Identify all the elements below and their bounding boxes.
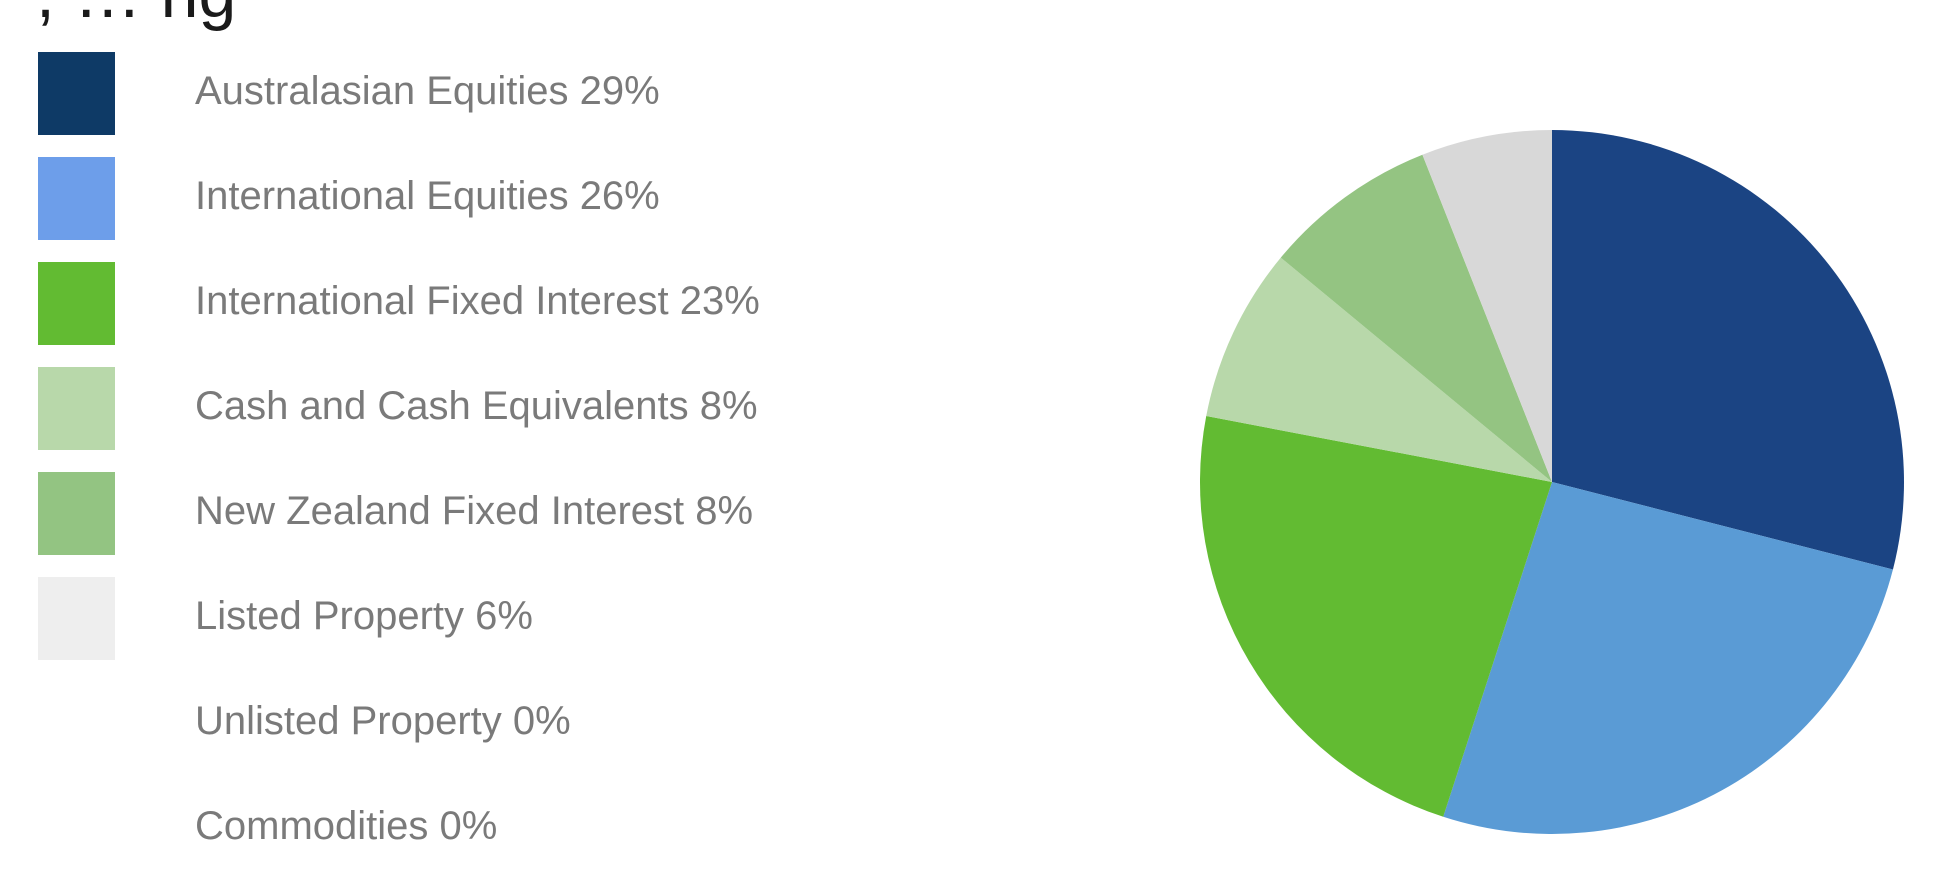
legend-swatch (38, 262, 115, 345)
pie-chart (1199, 130, 1904, 834)
legend-label: Listed Property 6% (195, 594, 533, 638)
pie-slice-australasian-equities (1552, 130, 1904, 570)
legend-swatch (38, 367, 115, 450)
legend-item-new-zealand-fixed-interest: New Zealand Fixed Interest 8% (38, 472, 1038, 577)
pie-slice-cash-and-cash-equivalents (1280, 154, 1552, 482)
legend-label: Unlisted Property 0% (195, 699, 571, 743)
legend-item-listed-property: Listed Property 6% (38, 577, 1038, 682)
legend-item-cash-and-cash-equivalents: Cash and Cash Equivalents 8% (38, 367, 1038, 472)
legend-item-australasian-equities: Australasian Equities 29% (38, 52, 1038, 157)
legend-label: Cash and Cash Equivalents 8% (195, 384, 758, 428)
legend-item-international-fixed-interest: International Fixed Interest 23% (38, 262, 1038, 367)
legend-label: Commodities 0% (195, 804, 498, 848)
pie-slice-listed-property (1422, 130, 1552, 482)
legend-swatch (38, 577, 115, 660)
legend-swatch (38, 157, 115, 240)
chart-heading-fragment: , … ng (36, 0, 236, 34)
legend-label: International Fixed Interest 23% (195, 279, 760, 323)
chart-legend: Australasian Equities 29% International … (38, 52, 1038, 892)
legend-label: Australasian Equities 29% (195, 69, 660, 113)
legend-item-unlisted-property: Unlisted Property 0% (38, 682, 1038, 787)
pie-slice-international-fixed-interest (1199, 416, 1552, 817)
pie-slice-new-zealand-fixed-interest (1206, 257, 1552, 482)
legend-item-international-equities: International Equities 26% (38, 157, 1038, 262)
legend-label: New Zealand Fixed Interest 8% (195, 489, 754, 533)
legend-item-commodities: Commodities 0% (38, 787, 1038, 892)
legend-swatch (38, 52, 115, 135)
pie-slice-international-equities (1443, 482, 1893, 834)
legend-label: International Equities 26% (195, 174, 660, 218)
legend-swatch (38, 472, 115, 555)
